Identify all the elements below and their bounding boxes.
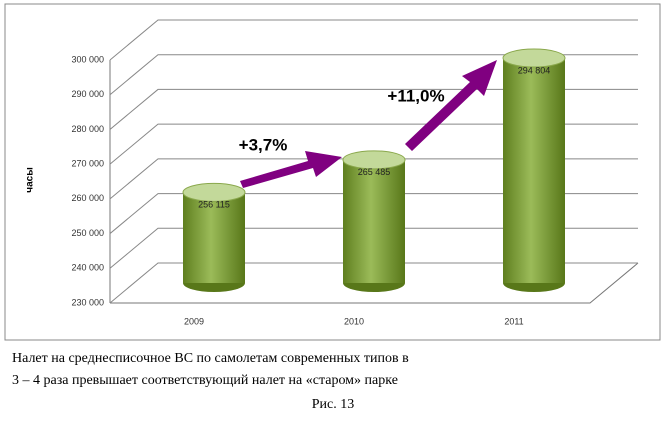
- x-tick-label: 2009: [184, 316, 204, 326]
- bar: [503, 58, 565, 284]
- y-axis-label: часы: [25, 167, 36, 192]
- y-tick-label: 230 000: [71, 297, 104, 307]
- y-tick-label: 260 000: [71, 193, 104, 203]
- arrow: [240, 151, 342, 188]
- bar-top: [502, 48, 566, 68]
- y-tick-label: 280 000: [71, 124, 104, 134]
- value-label: 256 115: [198, 200, 230, 210]
- grid-line: [109, 123, 638, 165]
- grid-line: [109, 262, 638, 304]
- value-label: 294 804: [518, 65, 551, 75]
- grid-line: [109, 158, 638, 200]
- bar: [343, 159, 405, 283]
- value-label: 265 485: [358, 167, 391, 177]
- y-tick-label: 270 000: [71, 159, 104, 169]
- bar-top: [342, 150, 406, 170]
- bar: [183, 192, 245, 283]
- annotation: +3,7%: [239, 135, 288, 154]
- grid-line: [109, 54, 638, 96]
- figure-label: Рис. 13: [312, 397, 355, 412]
- caption-line: Налет на среднесписочное ВС по самолетам…: [12, 351, 409, 366]
- floor: [110, 262, 639, 304]
- plot-area: 230 000 240 000 250 000 260 000 270 000 280 0…: [71, 19, 639, 326]
- y-tick-label: 240 000: [71, 263, 104, 273]
- caption-line: 3 – 4 раза превышает соответствующий нал…: [12, 373, 398, 388]
- grid-line: [109, 19, 638, 61]
- annotation: +11,0%: [387, 86, 444, 105]
- y-tick-label: 290 000: [71, 89, 104, 99]
- grid-line: [109, 193, 638, 234]
- x-tick-label: 2010: [344, 316, 364, 326]
- bar-top: [182, 182, 246, 202]
- grid-line: [109, 227, 638, 269]
- y-tick-label: 250 000: [71, 228, 104, 238]
- y-tick-label: 300 000: [71, 54, 104, 64]
- arrow: [405, 60, 497, 151]
- x-tick-label: 2011: [504, 316, 523, 326]
